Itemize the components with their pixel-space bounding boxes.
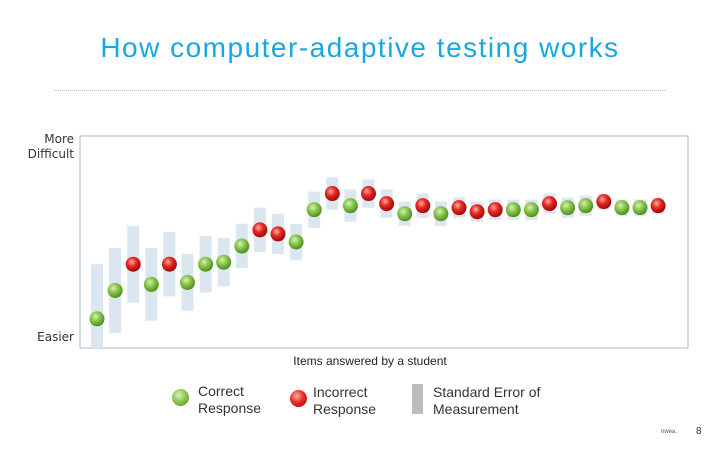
incorrect-response-point [252, 222, 268, 238]
correct-response-point [234, 238, 250, 254]
incorrect-response-point [451, 200, 467, 216]
y-axis-label-bottom: Easier [37, 330, 74, 344]
page-number: 8 [696, 426, 702, 437]
correct-response-point [288, 234, 304, 250]
correct-response-point [306, 202, 322, 218]
correct-response-point [143, 276, 159, 292]
incorrect-response-point [361, 186, 376, 202]
correct-response-point [578, 198, 594, 214]
page-title: How computer-adaptive testing works [100, 32, 620, 63]
incorrect-response-point [270, 226, 286, 242]
correct-response-point [107, 282, 123, 298]
incorrect-response-point [469, 204, 485, 220]
sem-bar-icon [412, 384, 423, 414]
correct-response-point [632, 200, 648, 216]
title-divider [55, 90, 665, 91]
correct-response-point [216, 254, 232, 270]
incorrect-response-point [596, 194, 612, 210]
correct-dot-icon [172, 389, 189, 406]
incorrect-response-point [650, 198, 666, 214]
legend-label-sem: Standard Error of Measurement [433, 384, 541, 417]
correct-response-point [433, 206, 449, 222]
correct-response-point [523, 202, 539, 218]
legend-label-incorrect: Incorrect Response [313, 384, 377, 417]
correct-response-point [505, 202, 521, 218]
correct-response-point [397, 206, 413, 222]
incorrect-response-point [125, 256, 141, 272]
legend-label-correct: Correct Response [198, 383, 262, 416]
sem-bar [91, 264, 103, 348]
incorrect-response-point [542, 196, 557, 212]
y-axis-label-top: More Difficult [27, 132, 74, 161]
correct-response-point [614, 200, 630, 216]
correct-response-point [560, 200, 576, 216]
correct-response-point [180, 274, 195, 290]
plot-frame [79, 135, 689, 349]
x-axis-label: Items answered by a student [293, 354, 447, 368]
correct-response-point [198, 256, 214, 272]
correct-response-point [89, 311, 105, 327]
incorrect-response-point [415, 198, 431, 214]
incorrect-response-point [161, 256, 177, 272]
incorrect-response-point [487, 202, 503, 218]
incorrect-response-point [379, 196, 395, 212]
incorrect-response-point [324, 186, 340, 202]
footer-logo-text: nwea. [661, 429, 678, 435]
incorrect-dot-icon [290, 390, 307, 407]
correct-response-point [342, 198, 358, 214]
